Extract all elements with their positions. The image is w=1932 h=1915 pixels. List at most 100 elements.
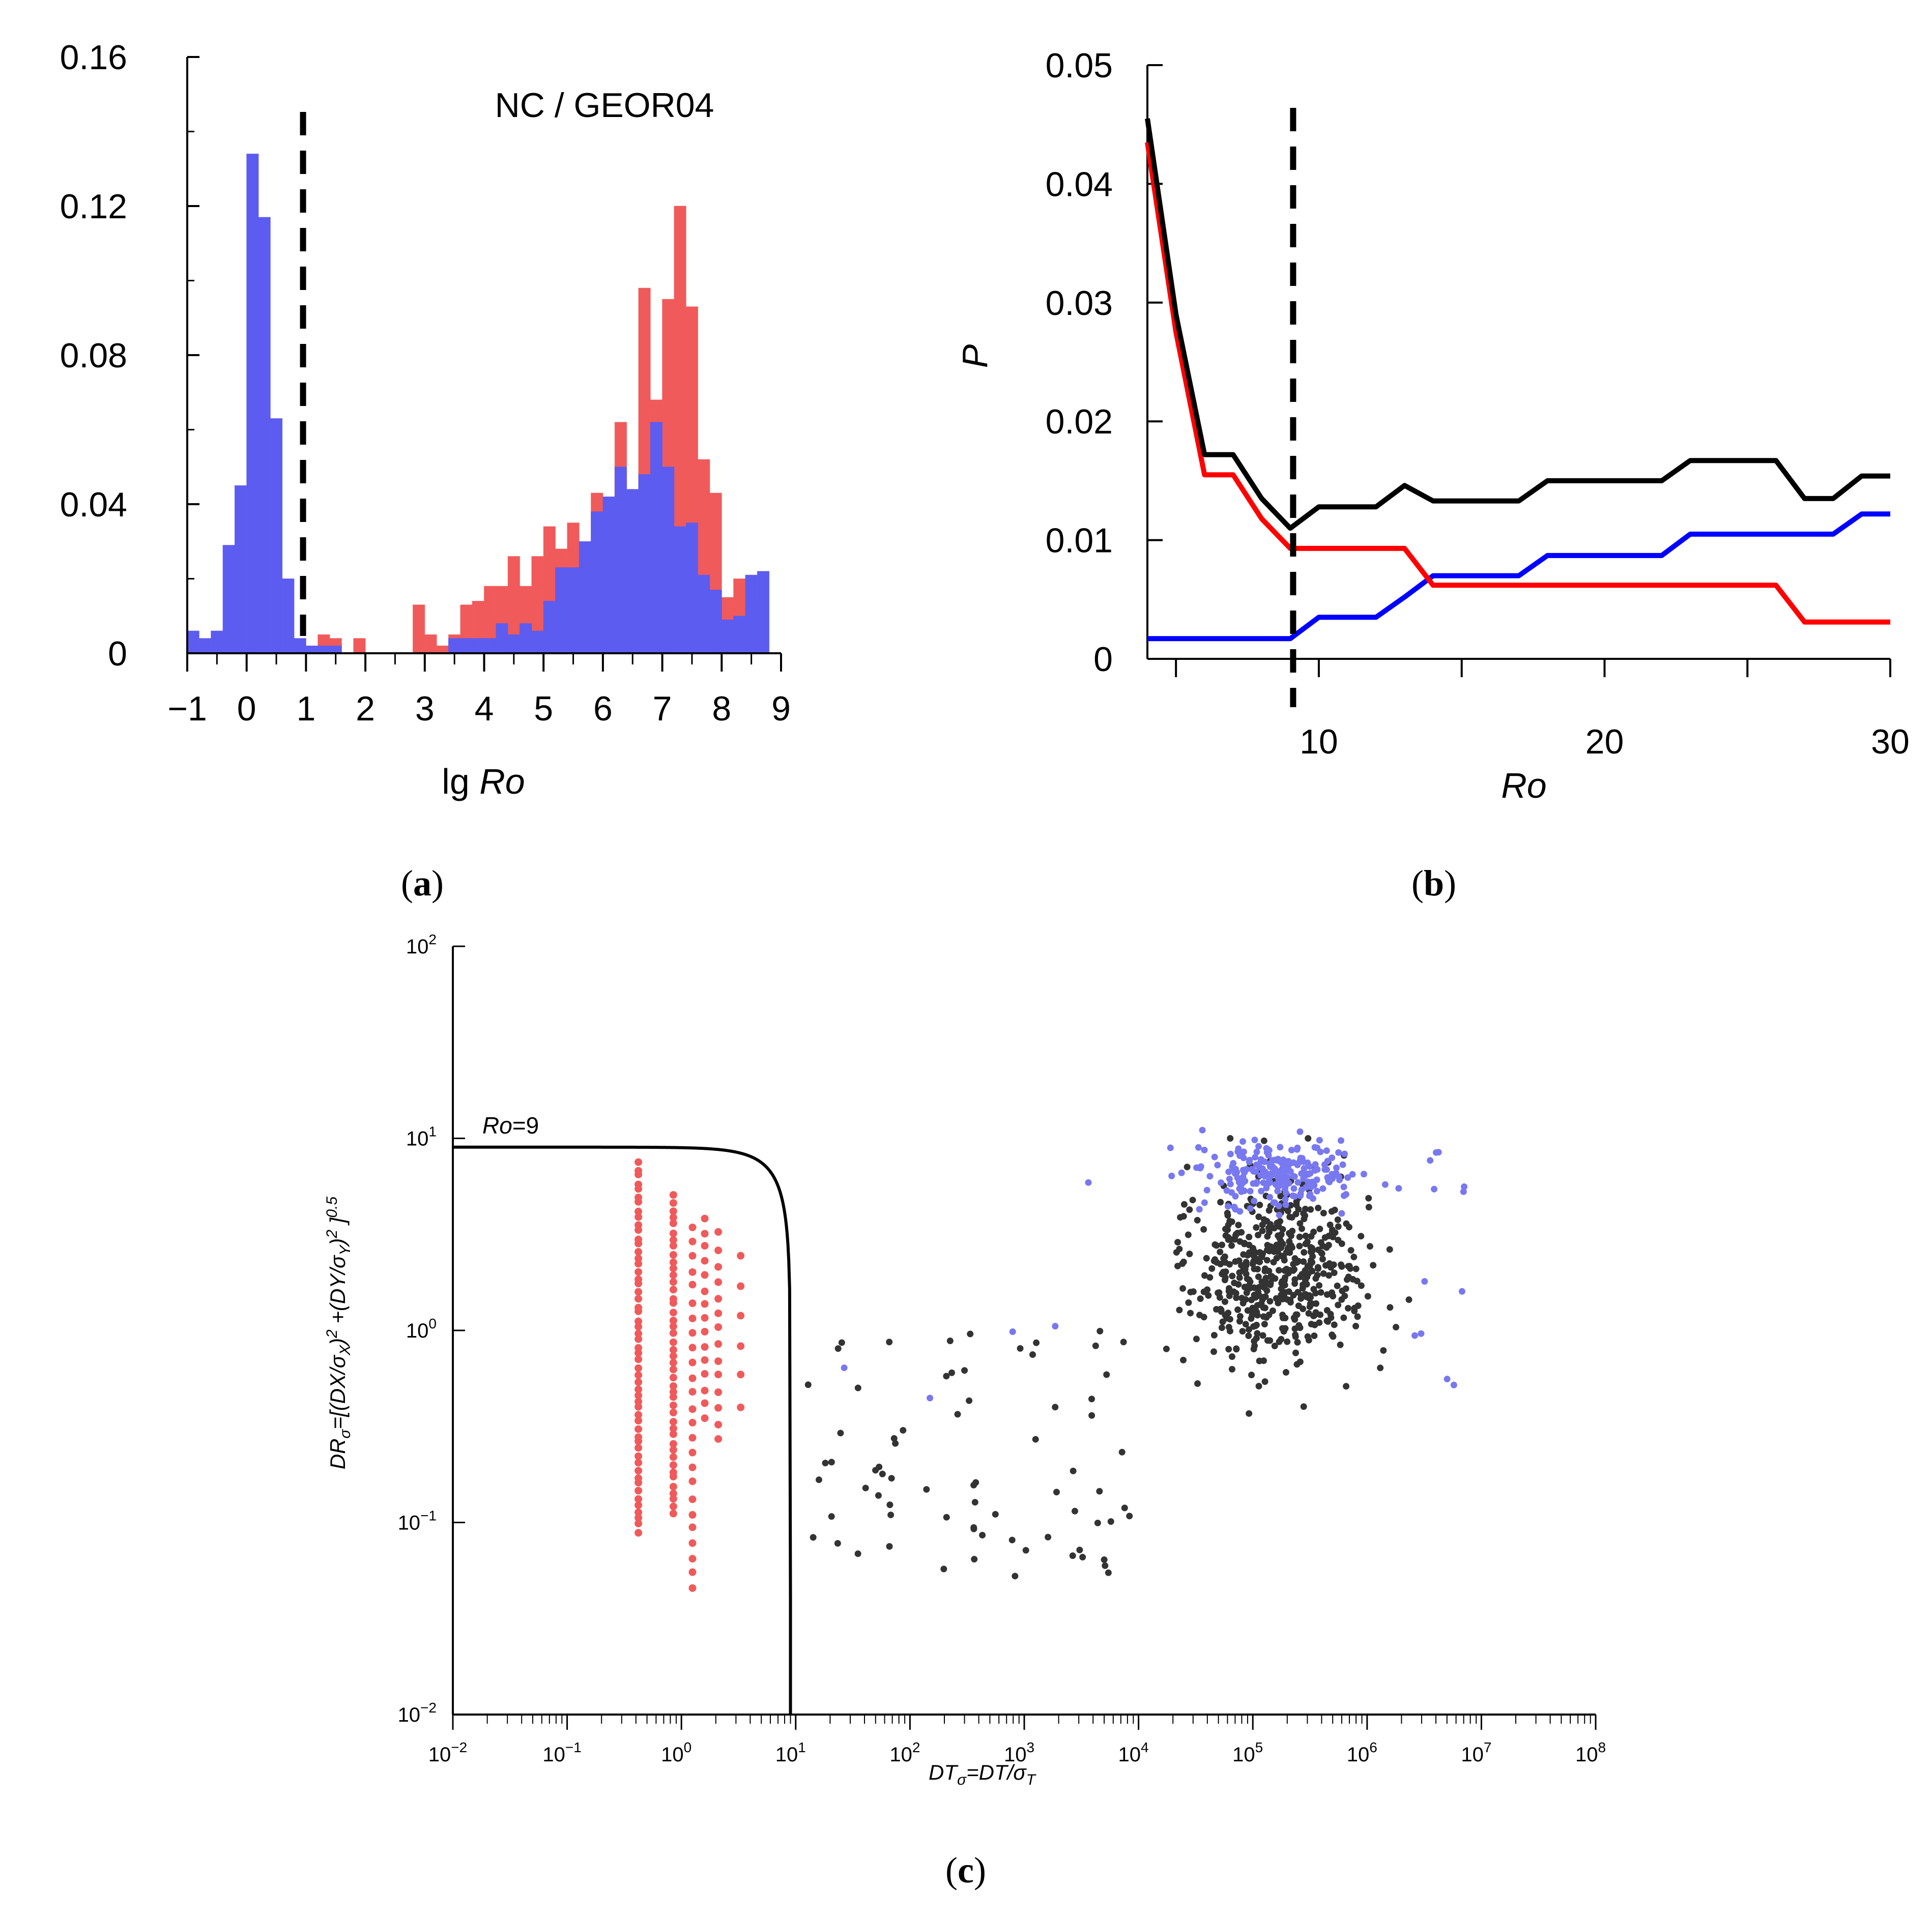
scatter-point-red xyxy=(669,1329,677,1337)
hist-bar-red xyxy=(436,645,449,654)
scatter-point-black xyxy=(1286,1238,1293,1245)
scatter-point-blue xyxy=(1206,1173,1214,1180)
scatter-point-black xyxy=(1253,1321,1260,1328)
scatter-point-blue xyxy=(1444,1376,1451,1383)
scatter-point-black xyxy=(1276,1338,1283,1345)
x-tick-label: 0 xyxy=(237,689,256,728)
scatter-point-black xyxy=(1325,1272,1333,1279)
scatter-point-red xyxy=(635,1158,643,1166)
scatter-point-black xyxy=(1337,1341,1344,1348)
scatter-point-blue xyxy=(1341,1150,1348,1157)
scatter-point-red xyxy=(669,1366,677,1374)
scatter-point-blue xyxy=(1239,1138,1247,1145)
scatter-point-red xyxy=(635,1487,643,1495)
scatter-point-red xyxy=(669,1358,677,1367)
scatter-point-black xyxy=(1249,1260,1256,1267)
scatter-point-red xyxy=(688,1539,697,1547)
scatter-point-blue xyxy=(1309,1195,1316,1202)
scatter-point-black xyxy=(1345,1224,1352,1231)
scatter-point-black xyxy=(1365,1204,1372,1211)
scatter-point-blue xyxy=(1280,1156,1287,1163)
hist-bar-blue xyxy=(698,574,710,654)
scatter-point-blue xyxy=(1282,1196,1289,1203)
scatter-point-blue xyxy=(1360,1171,1367,1178)
scatter-point-red xyxy=(635,1275,643,1283)
scatter-point-black xyxy=(1225,1346,1232,1353)
scatter-point-red xyxy=(669,1418,677,1426)
scatter-point-black xyxy=(1260,1357,1267,1365)
scatter-point-red xyxy=(635,1194,643,1202)
scatter-point-black xyxy=(1105,1569,1112,1576)
scatter-point-red xyxy=(714,1295,723,1303)
x-tick-label: 103 xyxy=(1004,1739,1034,1766)
x-tick-label: 9 xyxy=(771,689,791,728)
scatter-point-blue xyxy=(1290,1173,1297,1180)
scatter-point-black xyxy=(1029,1351,1036,1358)
scatter-point-black xyxy=(1256,1249,1263,1256)
scatter-point-red xyxy=(635,1495,643,1503)
scatter-point-black xyxy=(1301,1249,1308,1256)
scatter-point-red xyxy=(714,1246,723,1255)
scatter-point-black xyxy=(943,1514,950,1521)
hist-bar-blue xyxy=(579,541,592,654)
scatter-point-blue xyxy=(1294,1144,1301,1151)
scatter-point-red xyxy=(669,1461,677,1469)
scatter-point-red xyxy=(635,1288,643,1296)
scatter-point-blue xyxy=(1203,1186,1210,1194)
scatter-point-black xyxy=(1200,1226,1207,1233)
y-tick-label: 100 xyxy=(406,1316,437,1342)
panel-a-label: (a) xyxy=(401,863,444,904)
scatter-point-blue xyxy=(1178,1169,1185,1176)
scatter-point-black xyxy=(992,1511,999,1518)
scatter-point-red xyxy=(669,1495,677,1503)
scatter-point-red xyxy=(635,1391,643,1400)
x-tick-label: −1 xyxy=(167,689,207,728)
scatter-point-black xyxy=(1302,1240,1309,1247)
scatter-point-black xyxy=(1243,1262,1250,1269)
scatter-point-red xyxy=(714,1371,723,1379)
scatter-point-black xyxy=(1321,1234,1329,1241)
scatter-point-red xyxy=(669,1199,677,1207)
scatter-point-blue xyxy=(1272,1166,1279,1173)
scatter-point-black xyxy=(834,1540,841,1547)
scatter-point-black xyxy=(1330,1333,1337,1340)
scatter-point-red xyxy=(635,1329,643,1338)
scatter-point-black xyxy=(1387,1304,1394,1311)
scatter-point-black xyxy=(1291,1255,1299,1262)
scatter-point-black xyxy=(1278,1280,1285,1287)
scatter-point-blue xyxy=(1395,1185,1402,1192)
hist-bar-blue xyxy=(318,645,330,654)
scatter-point-black xyxy=(948,1369,956,1376)
scatter-point-red xyxy=(688,1252,697,1260)
scatter-point-blue xyxy=(1241,1169,1248,1176)
scatter-point-black xyxy=(1358,1282,1365,1289)
scatter-point-black xyxy=(1286,1213,1293,1221)
scatter-point-red xyxy=(635,1335,643,1343)
scatter-point-black xyxy=(1222,1274,1229,1281)
scatter-point-red xyxy=(669,1430,677,1438)
scatter-point-black xyxy=(1352,1265,1360,1272)
scatter-point-red xyxy=(635,1529,643,1537)
scatter-point-blue xyxy=(1232,1166,1239,1173)
scatter-point-black xyxy=(1256,1201,1263,1208)
scatter-point-black xyxy=(954,1411,961,1418)
scatter-point-black xyxy=(887,1512,895,1519)
scatter-point-black xyxy=(1263,1257,1271,1264)
scatter-point-black xyxy=(1121,1504,1128,1512)
scatter-point-black xyxy=(892,1440,899,1447)
scatter-point-black xyxy=(886,1339,893,1346)
scatter-point-black xyxy=(879,1470,886,1477)
hist-bar-blue xyxy=(282,578,295,654)
scatter-point-black xyxy=(1334,1282,1341,1289)
scatter-point-blue xyxy=(1313,1187,1320,1195)
scatter-point-black xyxy=(1246,1410,1253,1417)
y-tick-label: 102 xyxy=(406,932,437,958)
scatter-point-black xyxy=(1221,1298,1228,1305)
scatter-point-black xyxy=(1228,1366,1235,1373)
scatter-point-red xyxy=(669,1338,677,1346)
scatter-point-black xyxy=(1088,1412,1095,1419)
scatter-point-black xyxy=(1260,1137,1267,1144)
scatter-point-black xyxy=(1300,1305,1307,1313)
scatter-point-blue xyxy=(1240,1148,1247,1155)
